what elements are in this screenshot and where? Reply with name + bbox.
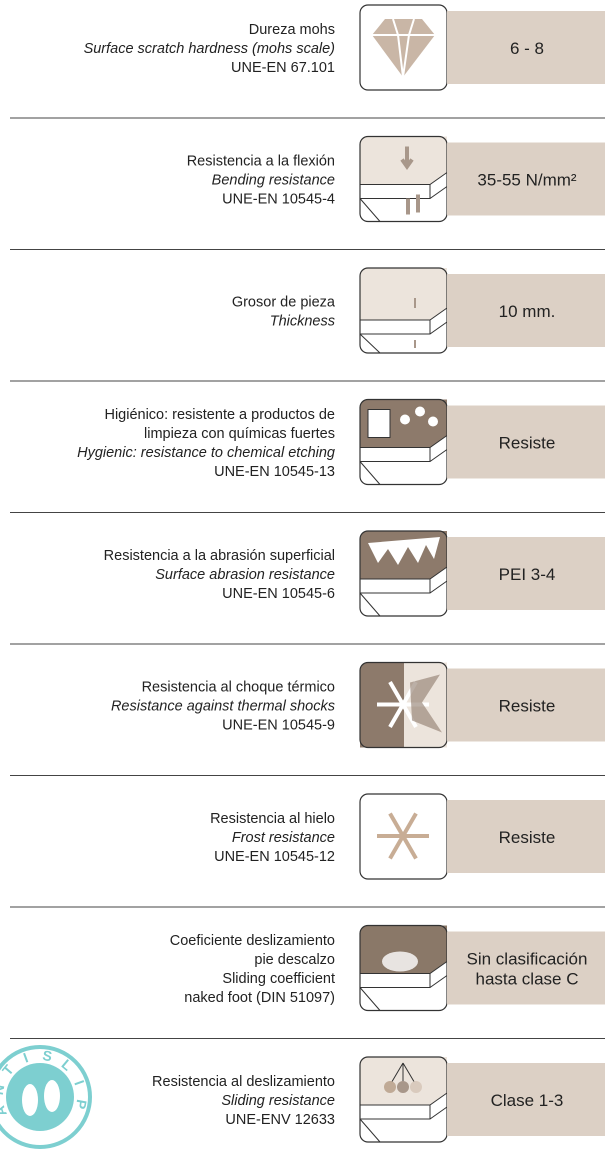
spec-label: Dureza mohs: [249, 22, 335, 38]
value-box: [447, 668, 605, 742]
badge-inner: [6, 1063, 74, 1131]
value-box: [447, 142, 605, 216]
badge-letter: I: [21, 1049, 30, 1065]
spec-value: Clase 1-3: [491, 1091, 564, 1110]
icon-flake: [388, 835, 405, 860]
spec-label: Resistencia al hielo: [210, 811, 335, 827]
badge-letter: A: [0, 1104, 10, 1119]
badge-letter: P: [73, 1098, 90, 1110]
icon-surface: [360, 925, 447, 974]
spec-label: pie descalzo: [254, 952, 335, 968]
spec-label: Higiénico: resistente a productos de: [104, 407, 335, 423]
icon-foot: [382, 951, 418, 972]
spec-label: Resistencia al deslizamiento: [152, 1074, 335, 1090]
spec-value: 35-55 N/mm²: [477, 171, 577, 190]
spec-value: PEI 3-4: [499, 565, 556, 584]
badge-foot: [44, 1080, 60, 1112]
icon-ball: [410, 1081, 422, 1093]
icon-drop: [428, 416, 438, 427]
spec-label: Resistencia a la flexión: [187, 154, 335, 170]
value-box: [447, 537, 605, 610]
spec-label: Sliding resistance: [221, 1093, 335, 1109]
spec-label: Resistance against thermal shocks: [111, 699, 335, 715]
icon-slab: [359, 307, 448, 354]
value-box: [447, 11, 605, 84]
spec-row: Resistencia al choque térmico Resistance …: [10, 661, 605, 776]
spec-label: UNE-EN 10545-6: [222, 586, 335, 602]
icon-slab: [359, 435, 448, 485]
spec-row: Resistencia al hielo Frost resistance UNE-…: [10, 793, 605, 908]
spec-label: Resistencia al choque térmico: [142, 680, 335, 696]
spec-label: naked foot (DIN 51097): [184, 990, 335, 1006]
spec-label: Bending resistance: [212, 173, 335, 189]
icon-slab: [359, 961, 448, 1011]
spec-label: Thickness: [270, 314, 335, 330]
spec-label: UNE-ENV 12633: [225, 1112, 335, 1128]
spec-value: Resiste: [499, 434, 556, 453]
spec-row: Coeficiente deslizamiento pie descalzo Sli…: [10, 924, 605, 1039]
spec-row: Resistencia al deslizamiento Sliding resi…: [152, 1056, 605, 1143]
spec-label: UNE-EN 67.101: [231, 60, 335, 76]
icon-star: [410, 674, 442, 733]
spec-label: Hygienic: resistance to chemical etching: [77, 445, 335, 461]
icon-slab: [359, 172, 448, 222]
spec-label: UNE-EN 10545-12: [214, 849, 335, 865]
spec-row: Grosor de pieza Thickness 10 mm.: [10, 267, 605, 382]
icon-flake: [388, 703, 405, 729]
spec-label: Resistencia a la abrasión superficial: [104, 548, 335, 564]
icon-slab: [359, 566, 448, 617]
icon-flake: [401, 703, 418, 729]
icon-can: [367, 409, 391, 438]
spec-value: hasta clase C: [476, 970, 579, 989]
value-box: [447, 1063, 605, 1136]
badge-letter: N: [0, 1083, 7, 1096]
icon-flake: [401, 812, 418, 837]
icon-teeth: [368, 537, 440, 565]
spec-value: Resiste: [499, 828, 556, 847]
icon-ball: [384, 1081, 396, 1093]
spec-label: UNE-EN 10545-9: [222, 718, 335, 734]
icon-drop: [415, 406, 425, 417]
spec-label: Frost resistance: [232, 830, 335, 846]
icon-drop: [400, 414, 410, 425]
spec-row: Resistencia a la abrasión superficial Sur…: [10, 530, 605, 645]
spec-label: Coeficiente deslizamiento: [170, 933, 335, 949]
value-box: [447, 274, 605, 347]
spec-value: Sin clasificación: [467, 950, 588, 969]
spec-label: Surface scratch hardness (mohs scale): [84, 41, 335, 57]
value-box: [447, 931, 605, 1005]
icon-surface: [360, 268, 447, 320]
icon-diamond-lines: [372, 18, 435, 78]
spec-row: Higiénico: resistente a productos de limp…: [10, 398, 605, 513]
spec-label: UNE-EN 10545-13: [214, 464, 335, 480]
badge-letter: S: [41, 1047, 53, 1064]
spec-row: Resistencia a la flexión Bending resistan…: [10, 135, 605, 250]
icon-diamond: [372, 19, 435, 77]
value-box: [447, 800, 605, 873]
spec-value: Resiste: [499, 697, 556, 716]
spec-value: 10 mm.: [499, 302, 556, 321]
icon-flake: [401, 835, 418, 860]
badge-foot: [22, 1084, 38, 1116]
value-box: [447, 405, 605, 479]
icon-slab: [359, 1092, 448, 1143]
spec-value: 6 - 8: [510, 39, 544, 58]
icon-flake: [388, 812, 405, 837]
spec-label: UNE-EN 10545-4: [222, 192, 335, 208]
icon-ball: [397, 1081, 409, 1093]
spec-label: Surface abrasion resistance: [155, 567, 335, 583]
icon-arrows: [400, 146, 420, 215]
icon-flake: [388, 680, 405, 706]
spec-label: Sliding coefficient: [222, 971, 335, 987]
spec-label: limpieza con químicas fuertes: [144, 426, 335, 442]
spec-label: Grosor de pieza: [232, 295, 336, 311]
badge-letter: I: [71, 1078, 87, 1087]
spec-row: Dureza mohs Surface scratch hardness (moh…: [10, 4, 605, 119]
